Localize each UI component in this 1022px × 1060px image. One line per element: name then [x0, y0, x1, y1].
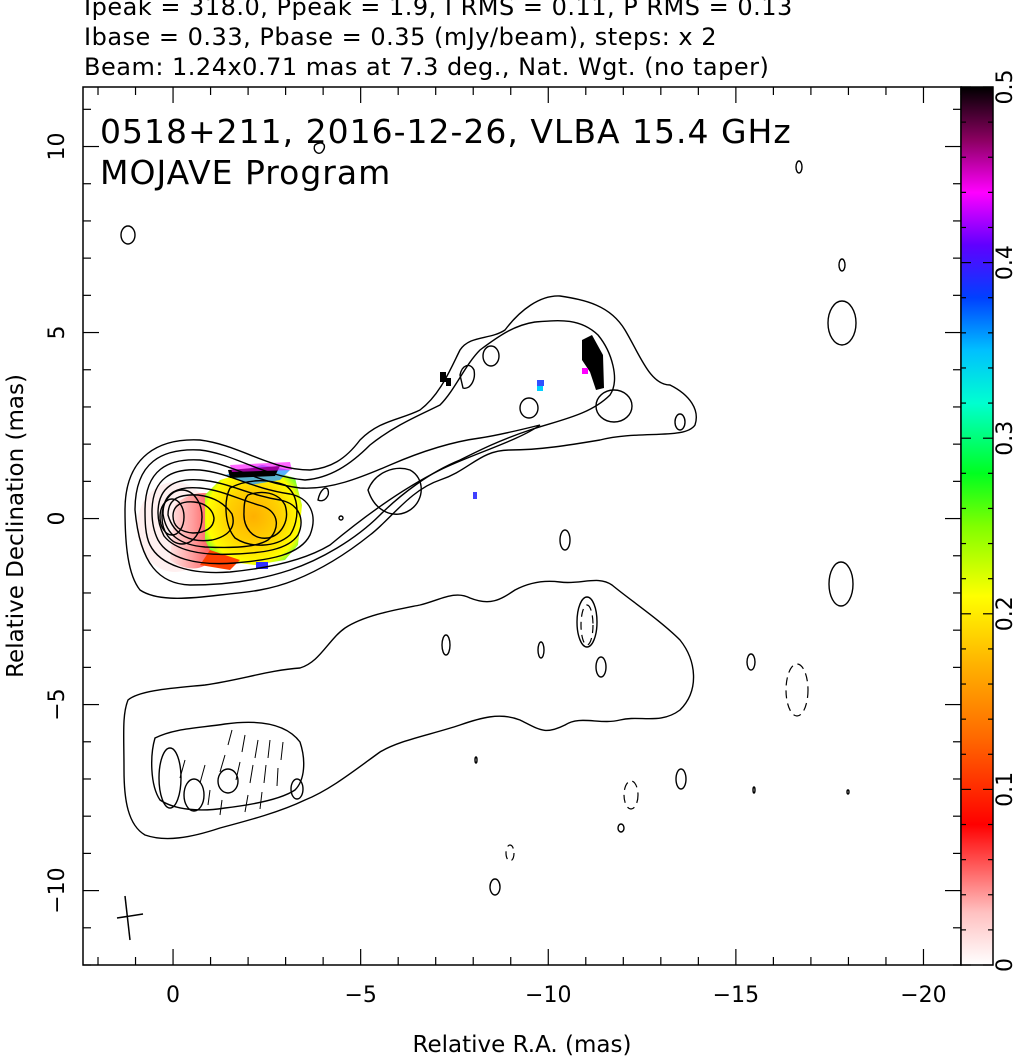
header-line-3: Beam: 1.24x0.71 mas at 7.3 deg., Nat. Wg…: [84, 53, 770, 81]
colorbar-tick-label: 0: [993, 958, 1018, 972]
colorbar-ticks: [961, 86, 993, 966]
y-tick-label: 5: [45, 326, 70, 340]
colorbar-tick-labels: 0 0.1 0.2 0.3 0.4 0.5: [993, 70, 1018, 973]
header-line-1: Ipeak = 318.0, Ppeak = 1.9, I RMS = 0.11…: [84, 0, 793, 21]
map-title-line-2: MOJAVE Program: [100, 153, 391, 192]
x-tick-label: −20: [900, 983, 946, 1008]
x-axis-label: Relative R.A. (mas): [413, 1032, 632, 1058]
y-tick-label: 0: [45, 512, 70, 526]
colorbar-tick-label: 0.1: [993, 772, 1018, 807]
evpa-ticks: [179, 729, 284, 816]
negative-contours: [505, 604, 809, 862]
colorbar-tick-label: 0.3: [993, 421, 1018, 456]
x-tick-label: −15: [713, 983, 759, 1008]
x-tick-label: −10: [525, 983, 571, 1008]
header-line-2: Ibase = 0.33, Pbase = 0.35 (mJy/beam), s…: [84, 23, 718, 51]
beam-marker: [116, 895, 144, 941]
y-tick-label: −5: [45, 688, 70, 720]
y-axis-label: Relative Declination (mas): [3, 374, 29, 678]
axis-ticks: [83, 87, 962, 966]
y-tick-label: −10: [45, 867, 70, 913]
colorbar-tick-label: 0.2: [993, 596, 1018, 631]
x-tick-label: 0: [166, 983, 180, 1008]
colorbar: [960, 86, 994, 966]
y-tick-label: 10: [45, 133, 70, 161]
map-title-line-1: 0518+211, 2016-12-26, VLBA 15.4 GHz: [100, 112, 792, 151]
x-tick-label: −5: [344, 983, 376, 1008]
colorbar-tick-label: 0.4: [993, 245, 1018, 280]
colorbar-tick-label: 0.5: [993, 70, 1018, 105]
axis-tick-labels: 0 −5 −10 −15 −20 10 5 0 −5 −10: [45, 133, 947, 1008]
polarization-image: [137, 335, 604, 572]
contours: [120, 142, 857, 896]
